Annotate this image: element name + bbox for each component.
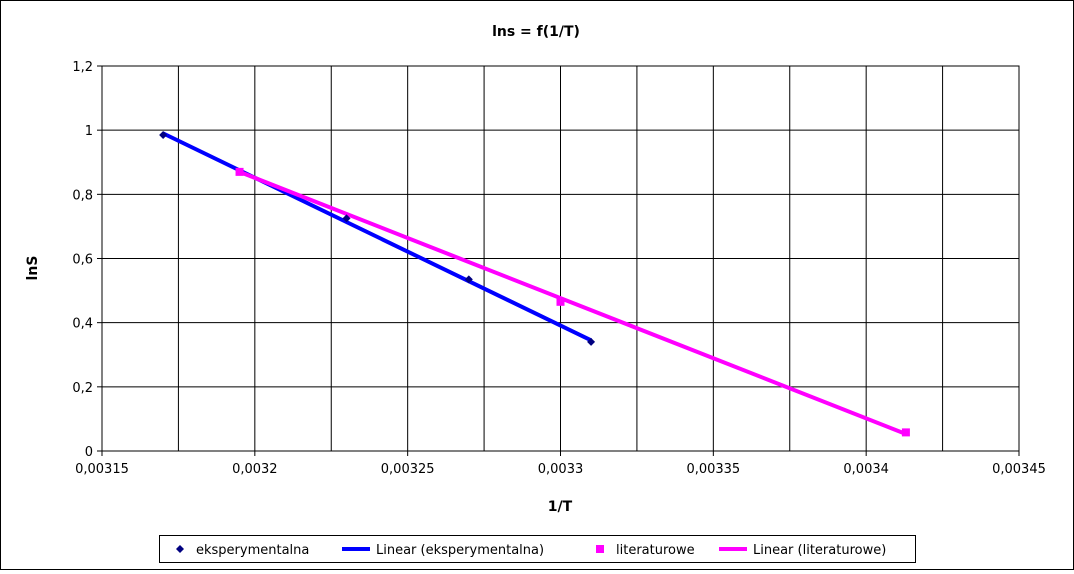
x-tick-label: 0,0032 (232, 462, 278, 477)
data-point (556, 297, 565, 306)
legend-item: literaturowe (596, 543, 695, 558)
legend-marker (176, 545, 184, 553)
series-line (238, 170, 907, 436)
x-tick-label: 0,00335 (686, 462, 740, 477)
x-tick-label: 0,0034 (843, 462, 889, 477)
legend-box (159, 535, 916, 563)
legend-label: Linear (literaturowe) (753, 543, 886, 558)
y-tick-label: 0 (85, 445, 93, 460)
data-point (464, 275, 473, 284)
grid-lines (102, 66, 1019, 451)
y-tick-label: 0,8 (72, 188, 93, 203)
legend-label: Linear (eksperymentalna) (376, 543, 544, 558)
axes: 0,00315 0,0032 0,00325 0,0033 0,00335 0,0034 0… (72, 60, 1046, 477)
chart-title: lns = f(1/T) (492, 24, 580, 40)
legend-item: Linear (literaturowe) (719, 543, 886, 558)
legend-label: literaturowe (616, 543, 695, 558)
legend-label: eksperymentalna (196, 543, 309, 558)
x-tick-label: 0,00315 (75, 462, 129, 477)
data-point (901, 428, 910, 437)
x-tick-label: 0,0033 (538, 462, 584, 477)
series-layer (159, 130, 910, 437)
data-point (159, 130, 168, 139)
x-axis-title: 1/T (548, 499, 573, 515)
y-axis-title: lnS (25, 256, 41, 281)
legend-item: eksperymentalna (176, 543, 309, 558)
y-tick-label: 0,2 (72, 381, 93, 396)
legend-item: Linear (eksperymentalna) (342, 543, 544, 558)
data-point (342, 214, 351, 223)
legend-marker (596, 545, 604, 553)
x-tick-label: 0,00345 (992, 462, 1046, 477)
data-point (235, 167, 244, 176)
data-point (587, 337, 596, 346)
series-line (162, 131, 592, 343)
y-tick-label: 1,2 (72, 60, 93, 75)
y-tick-label: 1 (85, 124, 93, 139)
y-tick-label: 0,6 (72, 253, 93, 268)
y-tick-label: 0,4 (72, 317, 93, 332)
legend: eksperymentalna Linear (eksperymentalna) l… (159, 535, 916, 563)
x-tick-label: 0,00325 (381, 462, 435, 477)
